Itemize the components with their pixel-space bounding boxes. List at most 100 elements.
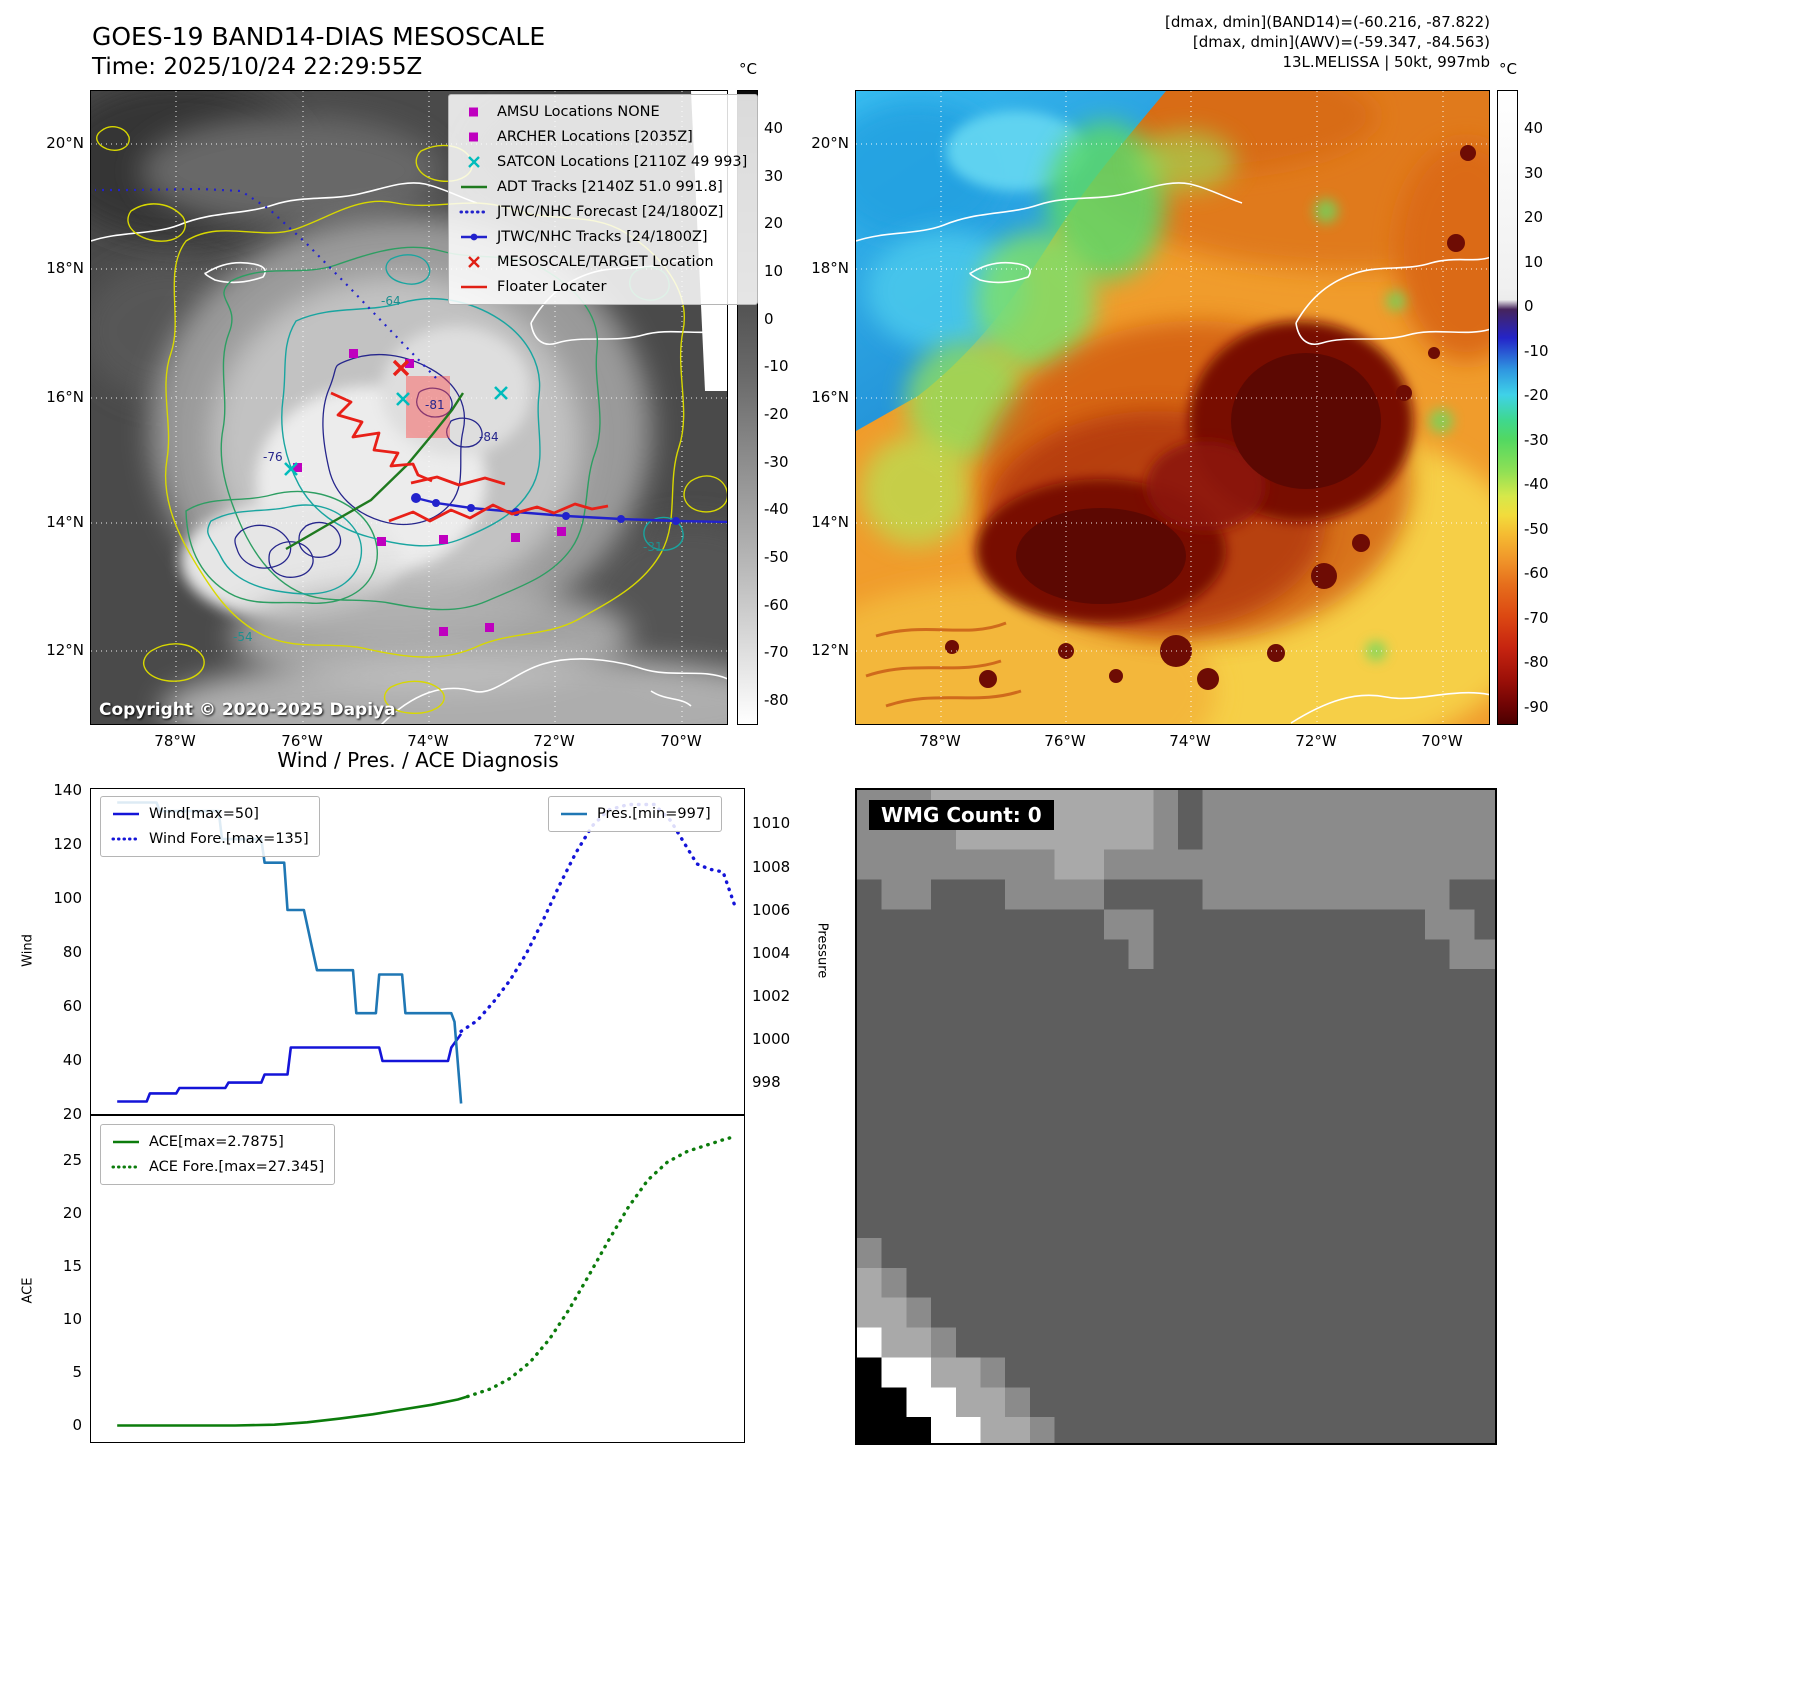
wind-legend: Wind[max=50] Wind Fore.[max=135] (100, 796, 320, 857)
wmg-panel: WMG Count: 0 (855, 788, 1497, 1445)
contour-labels: -64 -81 -84 -76 -54 -31 (233, 294, 663, 644)
tl-xtick-4: 70°W (660, 732, 702, 750)
legend-label: AMSU Locations NONE (497, 104, 660, 120)
contour-label: -84 (479, 430, 499, 444)
coastlines (856, 182, 1489, 724)
mesoscale-target-x (392, 359, 410, 377)
legend-item: SATCON Locations [2110Z 49 993] (459, 151, 747, 173)
satcon-markers (284, 386, 508, 476)
legend-marker-line-icon (113, 1140, 139, 1144)
legend-marker-line-icon (561, 812, 587, 816)
pressure-ytick-6: 998 (752, 1072, 781, 1091)
tr-cbar-tick-12: -80 (1524, 653, 1549, 672)
contour-label: -64 (381, 294, 401, 308)
tl-cbar-tick-7: -30 (764, 452, 789, 471)
legend-marker-line-icon (461, 285, 487, 289)
tl-xtick-2: 74°W (407, 732, 449, 750)
tr-header-line3: 13L.MELISSA | 50kt, 997mb (1282, 53, 1490, 71)
tr-xtick-0: 78°W (919, 732, 961, 750)
awv-map-panel (855, 90, 1490, 725)
band14-satellite-image: -64 -81 -84 -76 -54 -31 (91, 91, 727, 724)
tl-xtick-3: 72°W (533, 732, 575, 750)
series-Wind[max=50] (117, 1033, 463, 1103)
tr-header-line1: [dmax, dmin](BAND14)=(-60.216, -87.822) (1165, 13, 1490, 31)
pressure-ytick-1: 1008 (752, 857, 791, 876)
pressure-ytick-2: 1006 (752, 900, 791, 919)
tr-ytick-3: 14°N (811, 513, 849, 531)
legend-label: MESOSCALE/TARGET Location (497, 254, 714, 270)
legend-item: MESOSCALE/TARGET Location (459, 251, 747, 273)
legend-label: ARCHER Locations [2035Z] (497, 129, 693, 145)
pressure-axis-label: Pressure (814, 922, 830, 979)
legend-item: AMSU Locations NONE (459, 101, 747, 123)
tl-ytick-1: 18°N (46, 259, 84, 277)
band14-map-panel: -64 -81 -84 -76 -54 -31 Copyright © 2020… (90, 90, 728, 725)
legend-marker-square-icon (469, 132, 478, 142)
legend-marker-x-icon (468, 256, 480, 268)
amsu-archer-markers (293, 349, 566, 636)
tl-cbar-tick-10: -60 (764, 595, 789, 614)
legend-label: Wind Fore.[max=135] (149, 831, 309, 847)
ace-ytick-2: 15 (62, 1257, 82, 1275)
contour-label: -31 (643, 540, 663, 554)
ace-ytick-3: 10 (62, 1310, 82, 1328)
contour-label: -81 (425, 398, 445, 412)
tr-cbar-tick-5: -10 (1524, 341, 1549, 360)
tr-ytick-1: 18°N (811, 259, 849, 277)
pressure-ytick-3: 1004 (752, 943, 791, 962)
series-ACE Fore.[max=27.345] (465, 1134, 738, 1399)
tl-cbar-tick-12: -80 (764, 691, 789, 710)
legend-item: Wind Fore.[max=135] (111, 828, 309, 850)
tr-xtick-1: 76°W (1044, 732, 1086, 750)
tr-ytick-4: 12°N (811, 641, 849, 659)
tl-cbar-tick-3: 10 (764, 262, 784, 280)
wind-ytick-6: 20 (62, 1105, 82, 1123)
legend-label: JTWC/NHC Tracks [24/1800Z] (497, 229, 708, 245)
legend-item: Pres.[min=997] (559, 803, 711, 825)
floater-tracks (330, 391, 609, 523)
ace-legend: ACE[max=2.7875] ACE Fore.[max=27.345] (100, 1124, 336, 1185)
pressure-ytick-0: 1010 (752, 814, 791, 832)
tr-xtick-3: 72°W (1295, 732, 1337, 750)
tl-ytick-4: 12°N (46, 641, 84, 659)
legend-label: SATCON Locations [2110Z 49 993] (497, 154, 748, 170)
legend-label: Pres.[min=997] (597, 806, 711, 822)
tl-cbar-tick-8: -40 (764, 500, 789, 519)
graticule (856, 91, 1489, 724)
legend-item: JTWC/NHC Forecast [24/1800Z] (459, 201, 747, 223)
wind-ytick-1: 120 (53, 835, 82, 853)
awv-colorbar (1497, 90, 1518, 725)
jtwc-track (411, 493, 727, 525)
pressure-legend: Pres.[min=997] (548, 796, 722, 832)
tl-ytick-0: 20°N (46, 134, 84, 152)
ace-plot (117, 1134, 738, 1427)
tl-cbar-tick-5: -10 (764, 357, 789, 376)
wind-ytick-3: 80 (62, 943, 82, 961)
tr-cbar-tick-11: -70 (1524, 608, 1549, 627)
tr-ytick-2: 16°N (811, 388, 849, 406)
legend-item: Floater Locater (459, 276, 747, 298)
band14-colorbar-unit: °C (739, 60, 757, 78)
ace-ytick-1: 20 (62, 1204, 82, 1222)
map-legend: AMSU Locations NONE ARCHER Locations [203… (448, 94, 759, 305)
contour-label: -54 (233, 630, 253, 644)
tr-cbar-tick-6: -20 (1524, 386, 1549, 405)
legend-marker-square-icon (469, 107, 478, 117)
tr-cbar-tick-2: 20 (1524, 208, 1544, 227)
tr-cbar-tick-8: -40 (1524, 475, 1549, 494)
tr-cbar-tick-10: -60 (1524, 564, 1549, 583)
wmg-count-label: WMG Count: 0 (869, 800, 1054, 830)
tl-cbar-tick-6: -20 (764, 405, 789, 424)
tl-ytick-2: 16°N (46, 388, 84, 406)
tl-ytick-3: 14°N (46, 513, 84, 531)
ace-ytick-0: 25 (62, 1151, 82, 1169)
tl-title-line2: Time: 2025/10/24 22:29:55Z (92, 54, 423, 80)
legend-marker-dotted-icon (111, 1165, 141, 1169)
tl-cbar-tick-9: -50 (764, 548, 789, 567)
tr-cbar-tick-13: -90 (1524, 698, 1549, 717)
diagnosis-title: Wind / Pres. / ACE Diagnosis (277, 748, 559, 772)
tr-xtick-4: 70°W (1421, 732, 1463, 750)
pressure-ytick-4: 1002 (752, 986, 791, 1005)
legend-item: ARCHER Locations [2035Z] (459, 126, 747, 148)
